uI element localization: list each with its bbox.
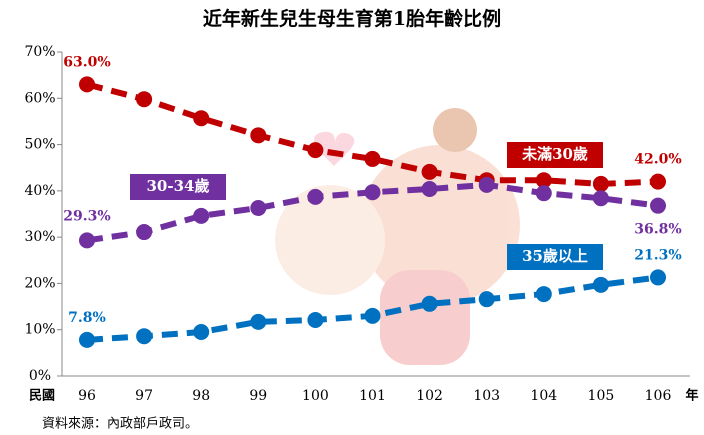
data-point xyxy=(536,286,552,302)
data-point xyxy=(193,324,209,340)
data-point xyxy=(422,164,438,180)
data-point xyxy=(650,198,666,214)
source-note: 資料來源：內政部戶政司。 xyxy=(42,417,198,432)
chart-title: 近年新生兒生母生育第1胎年齡比例 xyxy=(203,7,501,30)
y-tick-label: 30% xyxy=(24,229,55,245)
data-point xyxy=(307,189,323,205)
data-point xyxy=(136,328,152,344)
data-point xyxy=(365,184,381,200)
data-point xyxy=(365,151,381,167)
x-tick-label: 99 xyxy=(249,388,267,404)
value-label: 36.8% xyxy=(634,222,681,238)
data-point xyxy=(593,277,609,293)
x-tick-label: 104 xyxy=(530,388,557,404)
x-suffix: 年 xyxy=(685,388,698,404)
x-tick-label: 100 xyxy=(302,388,329,404)
data-point xyxy=(193,110,209,126)
value-label: 7.8% xyxy=(68,310,106,326)
data-point xyxy=(593,176,609,192)
data-point xyxy=(79,232,95,248)
data-point xyxy=(479,291,495,307)
data-point xyxy=(193,208,209,224)
data-point xyxy=(365,308,381,324)
data-point xyxy=(422,181,438,197)
data-point xyxy=(307,312,323,328)
x-tick-label: 102 xyxy=(416,388,443,404)
x-tick-label: 97 xyxy=(135,388,153,404)
chart: 近年新生兒生母生育第1胎年齡比例 民國 年 資料來源：內政部戶政司。 0% 10%… xyxy=(0,0,704,435)
y-tick-label: 10% xyxy=(24,322,55,338)
series-line xyxy=(87,84,658,184)
data-point xyxy=(136,91,152,107)
x-tick-label: 103 xyxy=(473,388,500,404)
y-tick-label: 50% xyxy=(24,137,55,153)
y-tick-label: 70% xyxy=(24,44,55,60)
x-tick-label: 101 xyxy=(359,388,386,404)
data-point xyxy=(593,190,609,206)
value-label: 63.0% xyxy=(63,54,110,70)
y-tick-label: 40% xyxy=(24,183,55,199)
data-point xyxy=(536,185,552,201)
x-prefix: 民國 xyxy=(29,389,55,404)
y-tick-label: 20% xyxy=(24,275,55,291)
series-label: 35歲以上 xyxy=(522,247,588,265)
data-point xyxy=(307,142,323,158)
x-tick-label: 105 xyxy=(588,388,615,404)
value-label: 29.3% xyxy=(63,208,110,224)
data-point xyxy=(79,332,95,348)
y-tick-label: 0% xyxy=(29,368,51,384)
x-tick-label: 96 xyxy=(78,388,96,404)
data-point xyxy=(650,269,666,285)
data-point xyxy=(422,296,438,312)
data-point xyxy=(79,76,95,92)
series-label: 30-34歲 xyxy=(147,177,210,195)
data-point xyxy=(250,127,266,143)
data-point xyxy=(250,200,266,216)
data-point xyxy=(250,314,266,330)
data-point xyxy=(136,224,152,240)
x-tick-label: 106 xyxy=(645,388,672,404)
series-label: 未滿30歲 xyxy=(521,145,588,163)
value-label: 21.3% xyxy=(634,247,681,263)
y-tick-label: 60% xyxy=(24,90,55,106)
value-label: 42.0% xyxy=(634,152,681,168)
data-point xyxy=(650,174,666,190)
x-tick-label: 98 xyxy=(192,388,210,404)
data-point xyxy=(479,177,495,193)
